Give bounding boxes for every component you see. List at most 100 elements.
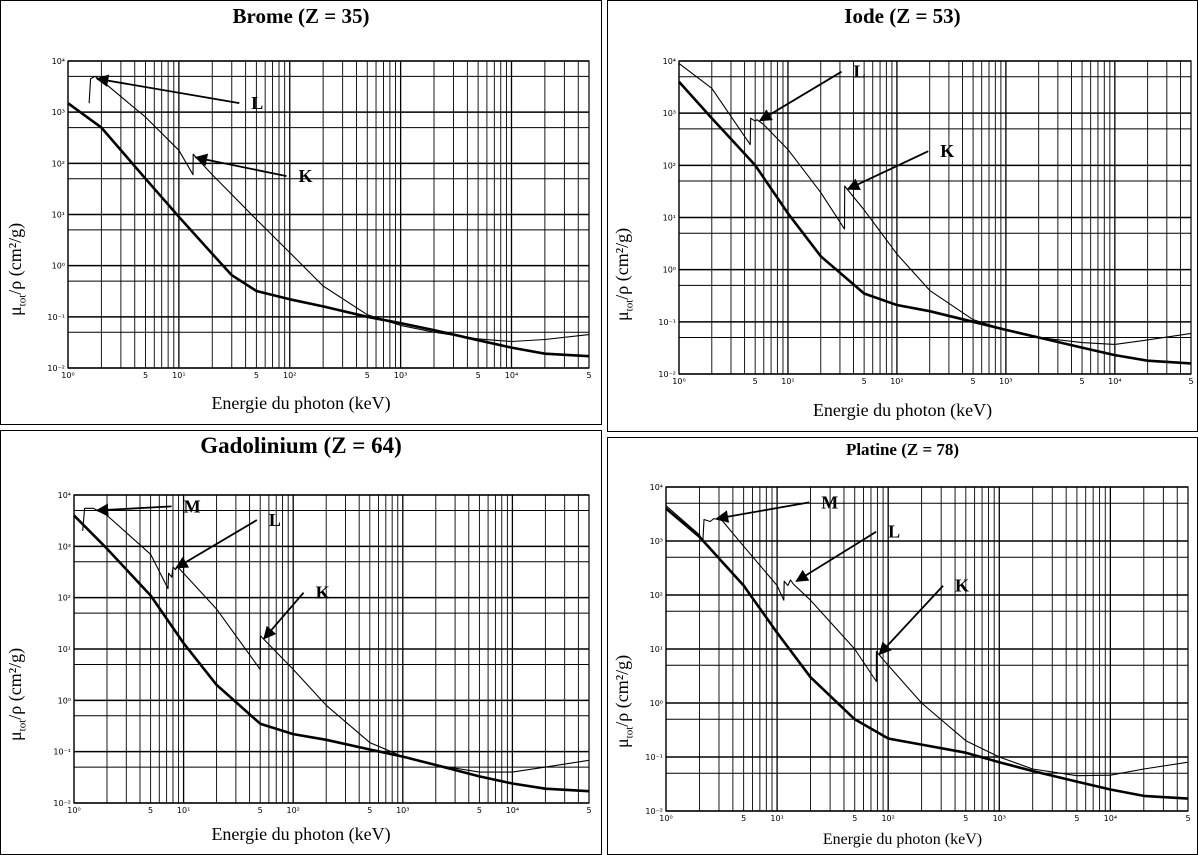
annotation-arrow [758, 70, 843, 122]
y-tick-label: 10² [52, 159, 65, 168]
chart-plot: 10⁰ 5 10¹ 5 10² 5 10³ 5 10⁴ 5 10⁻² 10⁻¹ 10⁰ 10¹ 10² 10³… [53, 491, 591, 815]
y-tick-label: 10⁻¹ [645, 753, 663, 762]
y-tick-label: 10¹ [52, 211, 65, 220]
annotation-label: K [955, 576, 969, 596]
plot-frame [67, 60, 590, 369]
y-tick-label: 10³ [58, 542, 71, 551]
y-tick-label: 10⁴ [58, 491, 71, 500]
x-axis-label: Energie du photon (keV) [822, 831, 983, 848]
annotation-arrow [175, 519, 258, 569]
y-tick-label: 10⁻² [645, 807, 663, 816]
annotation-arrow [95, 74, 240, 105]
y-tick-label: 10³ [650, 537, 663, 546]
x-tick-label: 5 [1079, 377, 1084, 386]
chart-plot: 10⁰ 5 10¹ 5 10² 5 10³ 5 10⁴ 5 10⁻² 10⁻¹ 10⁰ 10¹ 10² 10³… [645, 483, 1190, 823]
x-tick-label: 10⁴ [1104, 814, 1117, 823]
y-gridlines [68, 60, 589, 369]
series-thick-line [678, 80, 1192, 365]
y-tick-label: 10⁴ [650, 483, 663, 492]
x-tick-label: 5 [477, 806, 482, 815]
x-tick-label: 10¹ [781, 377, 794, 386]
x-tick-label: 5 [963, 814, 968, 823]
annotation-label: M [184, 496, 201, 516]
series-thick-line [73, 514, 590, 793]
y-axis-label-rest: /ρ (cm²/g) [5, 647, 25, 720]
y-axis-label-sub: tot [623, 299, 636, 312]
x-tick-label: 10⁴ [506, 806, 519, 815]
x-tick-label: 10¹ [172, 371, 185, 380]
x-tick-label: 10⁰ [659, 814, 672, 823]
y-axis-label-rest: /ρ (cm²/g) [612, 654, 632, 727]
y-tick-label: 10² [58, 594, 71, 603]
x-tick-label: 10⁴ [1108, 377, 1121, 386]
x-tick-label: 10⁰ [672, 377, 685, 386]
x-tick-label: 10¹ [177, 806, 190, 815]
annotation-arrow [878, 585, 944, 656]
plot-frame [665, 486, 1189, 812]
plot-frame [73, 494, 590, 804]
annotation-arrow [846, 150, 929, 190]
x-tick-label: 5 [1188, 377, 1193, 386]
x-tick-label: 10² [881, 814, 894, 823]
y-tick-label: 10⁻² [658, 370, 676, 379]
annotation-label: L [251, 93, 263, 113]
y-axis-label-mu: μ [612, 738, 632, 748]
y-tick-label: 10³ [663, 109, 676, 118]
x-tick-label: 10³ [999, 377, 1012, 386]
series-thin-line [665, 505, 1189, 777]
chart-plot: 10⁰ 5 10¹ 5 10² 5 10³ 5 10⁴ 5 10⁻² 10⁻¹ 10⁰ 10¹ 10² 10³… [47, 57, 591, 380]
annotation-label: L [854, 62, 866, 82]
chart-panel-platine: Platine (Z = 78) 10⁰ 5 10¹ 5 10² 5 10³ 5 10⁴ 5 10⁻… [607, 437, 1198, 855]
y-tick-label: 10¹ [663, 214, 676, 223]
chart-plot: 10⁰ 5 10¹ 5 10² 5 10³ 5 10⁴ 5 10⁻² 10⁻¹ 10⁰ 10¹ 10² 10³… [658, 57, 1193, 386]
annotation-arrow [795, 530, 877, 582]
series-thick-line [665, 507, 1189, 800]
y-tick-label: 10³ [52, 108, 65, 117]
series-thick-line [67, 102, 590, 358]
x-axis-label: Energie du photon (keV) [211, 393, 391, 413]
x-tick-label: 10² [890, 377, 903, 386]
x-tick-label: 5 [258, 806, 263, 815]
y-axis-label-rest: /ρ (cm²/g) [5, 222, 25, 295]
x-tick-label: 10³ [394, 371, 407, 380]
x-tick-label: 5 [254, 371, 259, 380]
x-tick-label: 10⁴ [505, 371, 518, 380]
y-tick-label: 10⁰ [650, 699, 663, 708]
annotation-label: M [821, 492, 838, 512]
y-tick-label: 10² [663, 161, 676, 170]
x-tick-label: 10² [283, 371, 296, 380]
y-tick-label: 10⁻¹ [53, 748, 71, 757]
y-tick-label: 10⁻² [47, 364, 65, 373]
chart-title: Iode (Z = 53) [844, 4, 961, 28]
chart-title: Platine (Z = 78) [845, 440, 960, 459]
annotation-arrow [263, 592, 305, 640]
x-tick-label: 5 [365, 371, 370, 380]
annotation-label: K [940, 141, 954, 161]
y-tick-label: 10² [650, 591, 663, 600]
x-tick-label: 5 [143, 371, 148, 380]
x-tick-label: 10¹ [770, 814, 783, 823]
x-tick-label: 5 [367, 806, 372, 815]
chart-panel-gadolinium: Gadolinium (Z = 64) 10⁰ 5 10¹ 5 10² 5 10³ 5 10⁴ 5… [0, 430, 602, 855]
x-tick-label: 5 [1185, 814, 1190, 823]
y-tick-label: 10⁰ [52, 262, 65, 271]
x-tick-label: 10³ [396, 806, 409, 815]
y-tick-label: 10⁰ [58, 696, 71, 705]
x-axis-label: Energie du photon (keV) [812, 400, 993, 420]
annotation-arrow [194, 153, 287, 177]
x-tick-label: 5 [852, 814, 857, 823]
plot-frame [678, 60, 1192, 375]
x-tick-label: 5 [971, 377, 976, 386]
y-tick-label: 10¹ [650, 645, 663, 654]
y-tick-label: 10⁻¹ [47, 313, 65, 322]
y-axis-label-sub: tot [16, 294, 29, 307]
series-thin-line [678, 62, 1192, 345]
x-tick-label: 5 [1074, 814, 1079, 823]
y-axis-label-sub: tot [623, 726, 636, 739]
annotation-label: L [888, 522, 900, 542]
chart-title: Gadolinium (Z = 64) [200, 433, 402, 458]
y-tick-label: 10⁴ [663, 57, 676, 66]
y-axis-label: μtot/ρ (cm²/g) [5, 648, 29, 741]
y-axis-label-mu: μ [5, 306, 25, 316]
y-tick-label: 10¹ [58, 645, 71, 654]
